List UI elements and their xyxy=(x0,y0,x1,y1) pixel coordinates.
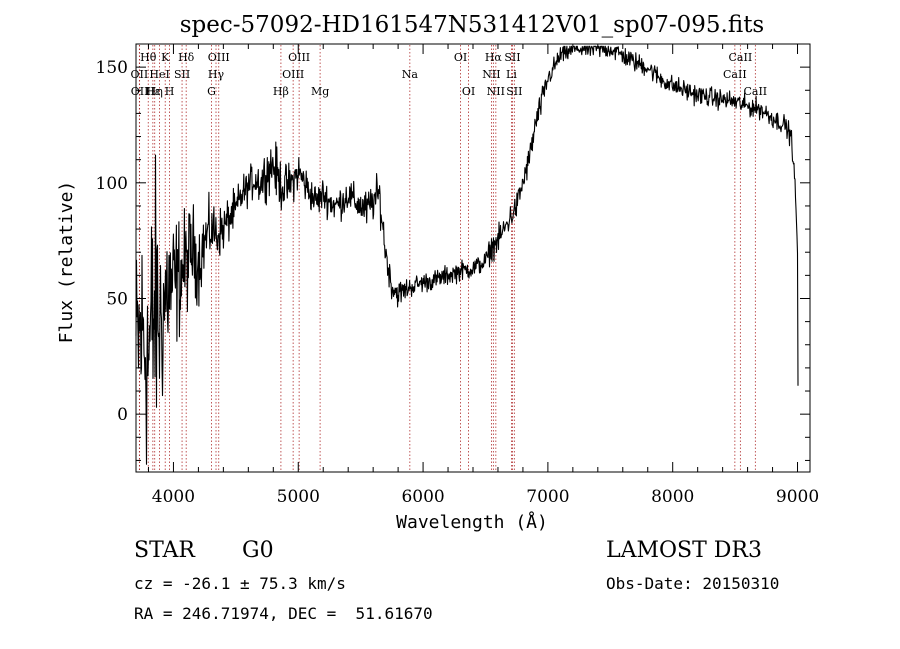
line-label: Hη xyxy=(147,85,163,98)
x-tick-label: 9000 xyxy=(776,487,819,507)
line-label: NII xyxy=(482,68,500,81)
line-label: Hγ xyxy=(208,68,225,81)
spectrum-layer xyxy=(135,45,799,465)
y-tick-label: 50 xyxy=(106,289,128,309)
y-axis-label: Flux (relative) xyxy=(56,181,77,344)
y-axis: 0 50 100 150 xyxy=(96,43,810,461)
y-tick-label: 150 xyxy=(96,58,128,78)
x-tick-label: 4000 xyxy=(152,487,195,507)
plot-frame xyxy=(135,43,811,473)
line-label: G xyxy=(207,85,216,98)
line-label: OI xyxy=(454,51,467,64)
line-label: K xyxy=(161,51,170,64)
line-label: CaII xyxy=(723,68,747,81)
spectrum-line xyxy=(135,45,799,465)
obs-date: Obs-Date: 20150310 xyxy=(606,574,780,593)
x-tick-label: 8000 xyxy=(651,487,694,507)
object-subclass: G0 xyxy=(242,538,274,563)
line-label: OIII xyxy=(282,68,304,81)
line-label: SII xyxy=(174,68,190,81)
line-label: Hε xyxy=(145,85,161,98)
ra-dec-readout: RA = 246.71974, DEC = 51.61670 xyxy=(134,604,433,623)
y-tick-label: 100 xyxy=(96,174,128,194)
redshift-readout: cz = -26.1 ± 75.3 km/s xyxy=(134,574,346,593)
line-label: OIII xyxy=(288,51,310,64)
line-label: CaII xyxy=(743,85,767,98)
line-label: Hθ xyxy=(140,51,157,64)
x-tick-label: 5000 xyxy=(277,487,320,507)
line-label: Hδ xyxy=(178,51,195,64)
line-label: OIII xyxy=(208,51,230,64)
y-tick-label: 0 xyxy=(117,405,128,425)
line-markers xyxy=(138,45,756,472)
x-tick-label: 6000 xyxy=(401,487,444,507)
line-label: Hα xyxy=(485,51,503,64)
chart-title: spec-57092-HD161547N531412V01_sp07-095.f… xyxy=(180,12,765,38)
line-label: Li xyxy=(506,68,517,81)
line-label: OII xyxy=(131,85,149,98)
line-label: SII xyxy=(506,85,522,98)
x-axis: 4000 5000 6000 7000 8000 9000 xyxy=(147,44,819,507)
survey-name: LAMOST DR3 xyxy=(606,538,762,563)
line-label: Na xyxy=(402,68,419,81)
line-label: H xyxy=(165,85,175,98)
line-label: OI xyxy=(462,85,475,98)
line-label: Hβ xyxy=(273,85,289,98)
x-tick-label: 7000 xyxy=(526,487,569,507)
line-label: NII xyxy=(487,85,505,98)
line-label: CaII xyxy=(729,51,753,64)
line-label: OII xyxy=(131,68,149,81)
object-class: STAR xyxy=(134,538,195,563)
line-label: Mg xyxy=(311,85,329,98)
x-axis-label: Wavelength (Å) xyxy=(396,511,548,533)
line-label: HeI xyxy=(149,68,169,81)
line-label: SII xyxy=(504,51,520,64)
spectrum-chart: spec-57092-HD161547N531412V01_sp07-095.f… xyxy=(56,12,819,533)
